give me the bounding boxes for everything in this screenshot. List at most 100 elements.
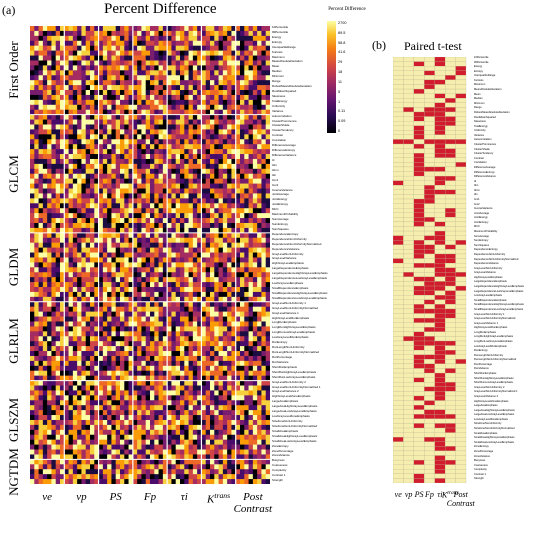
feature-label: SmallAreaEmphasis bbox=[272, 428, 299, 433]
feature-label: SumEntropy bbox=[474, 239, 489, 243]
feature-label: Variance bbox=[272, 108, 284, 113]
feature-label: Id bbox=[272, 157, 275, 162]
feature-label: LongRunHighGrayLevelEmphasis bbox=[474, 335, 514, 339]
feature-label-list-a: 10Percentile 90Percentile Energy Entropy Int… bbox=[272, 25, 336, 484]
feature-label: ZonePercentage bbox=[272, 448, 294, 453]
feature-label: Correlation bbox=[272, 138, 287, 143]
panel-b-letter: (b) bbox=[372, 38, 386, 52]
feature-label: GrayLevelVariance 2 bbox=[272, 389, 299, 394]
feature-label: DifferenceVariance bbox=[272, 153, 297, 158]
feature-label: SmallDependenceEmphasis bbox=[474, 298, 507, 302]
feature-label: RobustMeanAbsoluteDeviation bbox=[474, 110, 510, 114]
feature-label: LongRunEmphasis bbox=[272, 320, 297, 325]
colorbar-tick: 11 bbox=[338, 79, 342, 84]
feature-label: SizeZoneNonUniformity bbox=[474, 422, 502, 426]
colorbar-tick: 89.5 bbox=[338, 30, 346, 35]
feature-label: GrayLevelVariance bbox=[474, 271, 496, 275]
feature-label: ShortRunLowGrayLevelEmphasis bbox=[272, 374, 316, 379]
feature-label: LargeAreaLowGrayLevelEmphasis bbox=[474, 413, 515, 417]
colorbar-tick: 41.6 bbox=[338, 50, 346, 55]
feature-label: MeanAbsoluteDeviation bbox=[272, 59, 303, 64]
feature-label: SumAverage bbox=[272, 217, 289, 222]
group-label: First Order bbox=[6, 41, 21, 100]
feature-label: Mean bbox=[272, 64, 280, 69]
feature-label: Idmn bbox=[272, 167, 279, 172]
x-axis-label: ve bbox=[394, 490, 402, 499]
feature-label: Mean bbox=[474, 92, 481, 96]
feature-label: ShortRunHighGrayLevelEmphasis bbox=[272, 369, 317, 374]
feature-label: Uniformity bbox=[272, 103, 286, 108]
feature-label: SumEntropy bbox=[272, 221, 288, 226]
feature-label: SmallAreaLowGrayLevelEmphasis bbox=[474, 440, 514, 444]
feature-label: SmallAreaEmphasis bbox=[474, 431, 498, 435]
feature-label: ZoneVariance bbox=[474, 454, 490, 458]
feature-label: HighGrayLevelRunEmphasis bbox=[272, 315, 310, 320]
colorbar-tick: 0 bbox=[338, 129, 341, 133]
percent-difference-heatmap bbox=[30, 26, 270, 484]
feature-label-list-b: 10Percentile 90Percentile Energy Entropy Int… bbox=[468, 56, 548, 483]
feature-label: MCC bbox=[474, 225, 480, 229]
feature-label: RunLengthNonUniformityNormalized bbox=[272, 350, 320, 355]
feature-label: Kurtosis bbox=[474, 78, 484, 82]
feature-label: JointEntropy bbox=[474, 220, 489, 224]
feature-label: 90Percentile bbox=[474, 60, 489, 64]
feature-label: GrayLevelNonUniformityNormalized bbox=[474, 317, 516, 321]
feature-label: Imc1 bbox=[272, 177, 279, 182]
feature-label: ShortRunEmphasis bbox=[272, 364, 297, 369]
feature-label: Idmn bbox=[474, 188, 480, 192]
feature-label: InverseVariance bbox=[272, 187, 293, 192]
feature-label: Coarseness bbox=[272, 463, 288, 468]
feature-label: Coarseness bbox=[474, 463, 488, 467]
feature-label: GrayLevelNonUniformity bbox=[272, 251, 304, 256]
feature-label: RunLengthNonUniformity bbox=[474, 353, 504, 357]
feature-label: LargeAreaEmphasis bbox=[474, 404, 498, 408]
colorbar-tick: 0.09 bbox=[338, 119, 346, 124]
feature-label: Correlation bbox=[474, 161, 487, 165]
feature-label: GrayLevelVariance 1 bbox=[272, 310, 299, 315]
feature-label: ClusterShade bbox=[272, 123, 290, 128]
feature-label: Maximum bbox=[272, 54, 285, 59]
feature-label: RunEntropy bbox=[272, 340, 288, 345]
feature-label: LargeAreaHighGrayLevelEmphasis bbox=[272, 404, 318, 409]
feature-label: Entropy bbox=[272, 39, 282, 44]
feature-label: Strength bbox=[474, 477, 484, 481]
feature-label: LowGrayLevelEmphasis bbox=[474, 294, 502, 298]
feature-label: InverseVariance bbox=[474, 207, 493, 211]
feature-label: LongRunLowGrayLevelEmphasis bbox=[474, 340, 513, 343]
feature-label: GrayLevelVariance bbox=[272, 256, 297, 261]
feature-label: DifferenceVariance bbox=[474, 175, 496, 179]
colorbar-tick: 1 bbox=[338, 99, 341, 104]
x-axis-label: vp bbox=[404, 490, 413, 499]
feature-label: ShortRunHighGrayLevelEmphasis bbox=[474, 376, 514, 380]
feature-label: Range bbox=[272, 79, 281, 84]
feature-label: Median bbox=[272, 69, 282, 74]
feature-label: SumSquares bbox=[272, 226, 289, 231]
colorbar-title: Percent Difference bbox=[328, 7, 366, 12]
feature-label: LargeAreaHighGrayLevelEmphasis bbox=[474, 408, 515, 412]
feature-label: 90Percentile bbox=[272, 29, 289, 34]
feature-label: GrayLevelNonUniformity 1 bbox=[272, 300, 306, 305]
feature-label: HighGrayLevelRunEmphasis bbox=[474, 326, 508, 330]
feature-label: DifferenceEntropy bbox=[272, 148, 296, 153]
feature-label: ZoneEntropy bbox=[272, 443, 289, 448]
feature-label: SmallDependenceLowGrayLevelEmphasis bbox=[474, 307, 524, 311]
feature-label: RobustMeanAbsoluteDeviation bbox=[272, 84, 312, 89]
feature-label: HighGrayLevelEmphasis bbox=[272, 261, 304, 266]
feature-label: DependenceEntropy bbox=[474, 248, 498, 252]
feature-label: LargeAreaLowGrayLevelEmphasis bbox=[272, 409, 317, 414]
feature-label: RunPercentage bbox=[272, 354, 293, 359]
feature-label: LargeDependenceLowGrayLevelEmphasis bbox=[474, 289, 524, 293]
feature-label: JointAverage bbox=[272, 192, 289, 197]
panel-a-title: Percent Difference bbox=[104, 1, 217, 17]
colorbar bbox=[327, 21, 336, 133]
feature-label: DependenceNonUniformity bbox=[272, 236, 307, 241]
feature-label: SmallAreaHighGrayLevelEmphasis bbox=[272, 433, 318, 438]
feature-label: Minimum bbox=[272, 74, 284, 79]
x-axis-label: τi bbox=[437, 490, 443, 499]
feature-label: DifferenceAverage bbox=[474, 165, 496, 169]
feature-label: GrayLevelVariance 2 bbox=[474, 394, 499, 398]
feature-label: MaximumProbability bbox=[474, 230, 498, 234]
feature-label: HighGrayLevelZoneEmphasis bbox=[272, 394, 311, 399]
feature-label: LowGrayLevelRunEmphasis bbox=[474, 344, 507, 348]
feature-label: ZoneVariance bbox=[272, 453, 290, 458]
